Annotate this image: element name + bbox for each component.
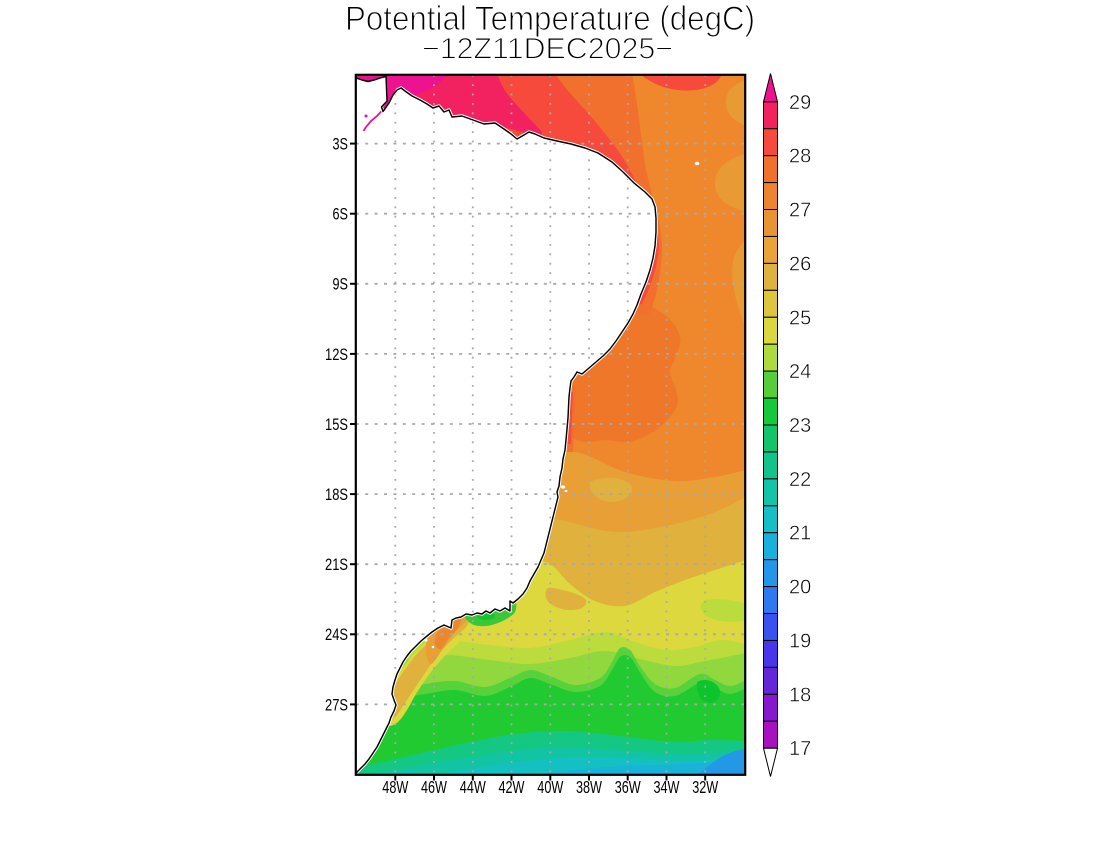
svg-text:9S: 9S <box>333 276 349 294</box>
svg-text:22: 22 <box>789 469 811 491</box>
svg-text:28: 28 <box>789 146 811 168</box>
svg-text:18: 18 <box>789 684 811 706</box>
svg-text:25: 25 <box>789 307 811 329</box>
svg-text:−12Z11DEC2025−: −12Z11DEC2025− <box>422 33 673 66</box>
svg-text:40W: 40W <box>537 777 563 797</box>
svg-text:36W: 36W <box>615 777 641 797</box>
svg-text:19: 19 <box>789 631 811 653</box>
svg-text:6S: 6S <box>333 206 349 224</box>
svg-text:15S: 15S <box>325 416 348 434</box>
svg-text:23: 23 <box>789 415 811 437</box>
svg-text:29: 29 <box>789 92 811 114</box>
svg-text:27S: 27S <box>325 696 348 714</box>
svg-text:17: 17 <box>789 738 811 760</box>
svg-text:27: 27 <box>789 200 811 222</box>
svg-text:42W: 42W <box>499 777 525 797</box>
svg-text:46W: 46W <box>421 777 447 797</box>
svg-text:21: 21 <box>789 523 811 545</box>
svg-text:Potential Temperature (degC): Potential Temperature (degC) <box>345 0 755 38</box>
svg-text:26: 26 <box>789 253 811 275</box>
svg-text:12S: 12S <box>325 346 348 364</box>
svg-text:21S: 21S <box>325 556 348 574</box>
svg-text:32W: 32W <box>692 777 718 797</box>
svg-text:48W: 48W <box>382 777 408 797</box>
svg-text:18S: 18S <box>325 486 348 504</box>
svg-text:24S: 24S <box>325 626 348 644</box>
svg-text:38W: 38W <box>576 777 602 797</box>
svg-text:3S: 3S <box>333 136 349 154</box>
svg-text:44W: 44W <box>460 777 486 797</box>
svg-text:24: 24 <box>789 361 811 383</box>
svg-text:20: 20 <box>789 577 811 599</box>
svg-text:34W: 34W <box>654 777 680 797</box>
